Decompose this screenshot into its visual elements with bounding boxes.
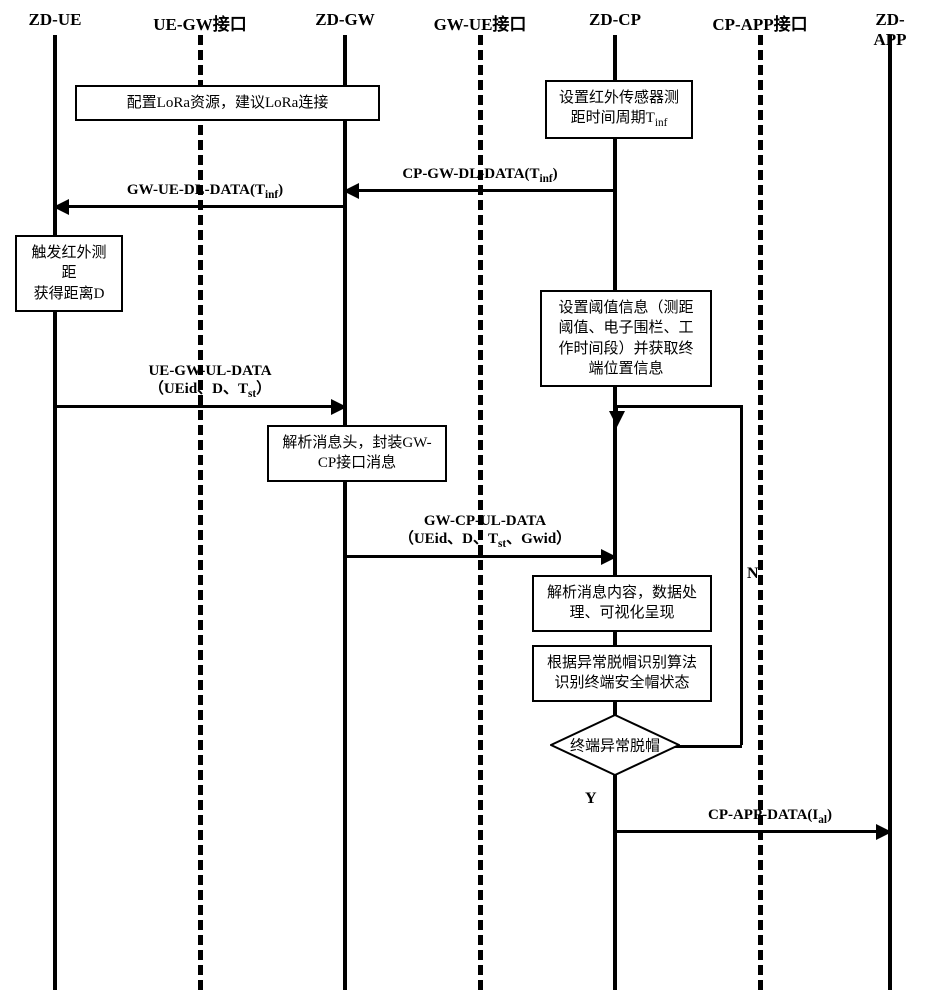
label-cp-app: CP-APP-DATA(Ial) bbox=[708, 807, 832, 826]
arrow-cp-gw-dl bbox=[345, 189, 615, 192]
decision-diamond: 终端异常脱帽 bbox=[550, 714, 680, 776]
lane-header-uegw: UE-GW接口 bbox=[153, 10, 247, 35]
arrow-ue-gw-ul bbox=[55, 405, 345, 408]
lifeline-uegw bbox=[198, 35, 203, 990]
label-cp-gw-dl: CP-GW-DL-DATA(Tinf) bbox=[402, 166, 557, 185]
feedback-right bbox=[740, 405, 743, 745]
label-n: N bbox=[747, 565, 759, 583]
box-algorithm: 根据异常脱帽识别算法识别终端安全帽状态 bbox=[532, 645, 712, 702]
lane-header-gwue: GW-UE接口 bbox=[434, 10, 527, 35]
box-set-infrared: 设置红外传感器测距时间周期Tinf bbox=[545, 80, 693, 139]
label-ue-gw-ul: UE-GW-UL-DATA（UEid、D、Tst） bbox=[148, 362, 271, 402]
lane-header-ue: ZD-UE bbox=[29, 10, 82, 30]
lane-header-gw: ZD-GW bbox=[315, 10, 375, 30]
lifeline-cp bbox=[613, 35, 617, 990]
label-gw-ue-dl: GW-UE-DL-DATA(Tinf) bbox=[127, 182, 283, 201]
lane-header-cpapp: CP-APP接口 bbox=[712, 10, 807, 35]
sequence-diagram: ZD-UE UE-GW接口 ZD-GW GW-UE接口 ZD-CP CP-APP… bbox=[10, 10, 917, 990]
lifeline-app bbox=[888, 35, 892, 990]
feedback-top bbox=[615, 405, 740, 408]
label-gw-cp-ul: GW-CP-UL-DATA（UEid、D、Tst、Gwid） bbox=[399, 512, 571, 552]
box-set-threshold: 设置阈值信息（测距阈值、电子围栏、工作时间段）并获取终端位置信息 bbox=[540, 290, 712, 387]
arrow-gw-ue-dl bbox=[55, 205, 345, 208]
feedback-bottom bbox=[675, 745, 742, 748]
box-parse-content: 解析消息内容，数据处理、可视化呈现 bbox=[532, 575, 712, 632]
box-trigger-dist: 触发红外测距获得距离D bbox=[15, 235, 123, 312]
decision-label: 终端异常脱帽 bbox=[570, 735, 660, 756]
arrow-gw-cp-ul bbox=[345, 555, 615, 558]
lifeline-cpapp bbox=[758, 35, 763, 990]
lifeline-gw bbox=[343, 35, 347, 990]
label-y: Y bbox=[585, 790, 597, 808]
arrow-cp-app bbox=[615, 830, 890, 833]
feedback-into-cp bbox=[615, 405, 618, 425]
lifeline-ue bbox=[53, 35, 57, 990]
box-config-lora: 配置LoRa资源，建议LoRa连接 bbox=[75, 85, 380, 121]
lane-header-cp: ZD-CP bbox=[589, 10, 641, 30]
box-parse-header: 解析消息头，封装GW-CP接口消息 bbox=[267, 425, 447, 482]
